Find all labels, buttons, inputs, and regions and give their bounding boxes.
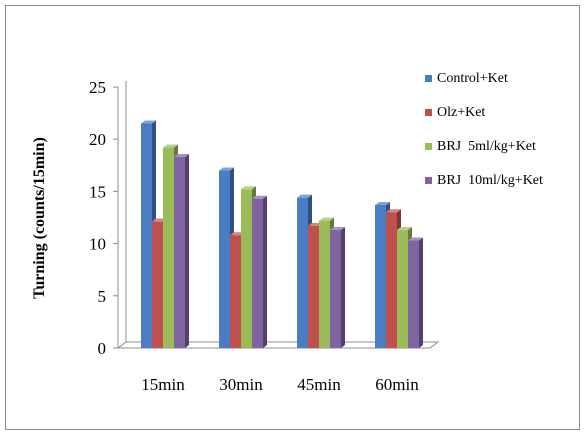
- chart-bars: [141, 120, 423, 348]
- legend-label: BRJ 5ml/kg+Ket: [437, 139, 536, 154]
- bar-front: [230, 235, 241, 348]
- y-tick-label: 15: [89, 182, 106, 201]
- legend-swatch: [425, 75, 432, 82]
- bar-top: [174, 153, 189, 157]
- legend-swatch: [425, 109, 432, 116]
- x-tick-label: 30min: [219, 375, 263, 394]
- bar-front: [297, 197, 308, 348]
- bar-front: [408, 240, 419, 348]
- bar-front: [174, 156, 185, 348]
- bar-top: [219, 167, 234, 171]
- y-axis-ticks: 0 5 10 15 20 25: [89, 78, 118, 358]
- bar-front: [397, 230, 408, 348]
- y-axis-label: Turning (counts/15min): [31, 137, 48, 299]
- bar-top: [386, 209, 401, 213]
- chart-legend: Control+Ket Olz+Ket BRJ 5ml/kg+Ket BRJ 10ml…: [425, 71, 543, 188]
- bar-top: [397, 227, 412, 231]
- y-tick-label: 20: [89, 130, 106, 149]
- legend-label: Control+Ket: [437, 71, 508, 86]
- bar-side: [419, 237, 423, 348]
- bar-top: [330, 227, 345, 231]
- bar: [408, 237, 423, 348]
- bar-top: [408, 237, 423, 241]
- bar-front: [330, 230, 341, 348]
- y-tick-label: 25: [89, 78, 106, 97]
- bar: [330, 227, 345, 348]
- bar-front: [141, 123, 152, 348]
- bar-top: [375, 201, 390, 205]
- legend-swatch: [425, 177, 432, 184]
- y-tick-label: 10: [89, 235, 106, 254]
- bar-front: [308, 225, 319, 348]
- bar-front: [386, 212, 397, 348]
- legend-swatch: [425, 143, 432, 150]
- bar-front: [241, 189, 252, 348]
- x-tick-label: 60min: [375, 375, 419, 394]
- bar-top: [297, 194, 312, 198]
- legend-label: BRJ 10ml/kg+Ket: [437, 173, 543, 188]
- x-axis-ticks: 15min 30min 45min 60min: [141, 375, 419, 394]
- x-tick-label: 45min: [297, 375, 341, 394]
- bar-front: [163, 147, 174, 348]
- x-tick-label: 15min: [141, 375, 185, 394]
- bar-front: [252, 198, 263, 348]
- bar-top: [141, 120, 156, 124]
- chart-frame: [5, 5, 580, 430]
- y-tick-label: 0: [98, 339, 107, 358]
- bar-front: [319, 220, 330, 348]
- bar-side: [185, 153, 189, 348]
- bar-side: [263, 195, 267, 348]
- legend-label: Olz+Ket: [437, 105, 485, 120]
- bar-front: [375, 204, 386, 348]
- bar-top: [252, 195, 267, 199]
- bar-front: [219, 170, 230, 348]
- bar-top: [163, 144, 178, 148]
- y-tick-label: 5: [98, 287, 107, 306]
- bar-top: [241, 186, 256, 190]
- bar: [252, 195, 267, 348]
- bar-top: [319, 217, 334, 221]
- bar-side: [341, 227, 345, 348]
- bar-front: [152, 221, 163, 348]
- bar: [174, 153, 189, 348]
- chart-axes: [116, 81, 440, 349]
